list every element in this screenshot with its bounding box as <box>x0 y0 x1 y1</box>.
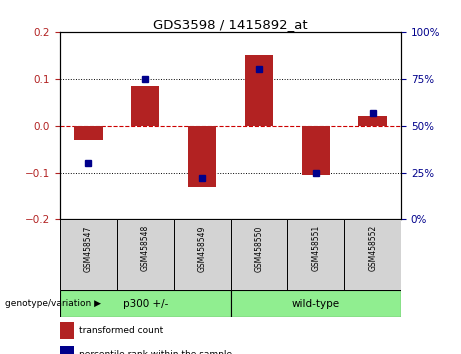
Text: wild-type: wild-type <box>292 298 340 309</box>
Bar <box>60 322 74 339</box>
Text: transformed count: transformed count <box>79 326 163 336</box>
Text: GSM458552: GSM458552 <box>368 225 377 272</box>
Text: genotype/variation ▶: genotype/variation ▶ <box>5 299 100 308</box>
Bar <box>358 116 387 126</box>
Bar <box>301 126 330 175</box>
Bar <box>188 126 216 187</box>
Bar <box>245 55 273 126</box>
Bar <box>60 346 74 354</box>
Text: percentile rank within the sample: percentile rank within the sample <box>79 350 232 354</box>
Bar <box>60 290 230 317</box>
Bar <box>344 219 401 290</box>
Text: GSM458550: GSM458550 <box>254 225 263 272</box>
Bar <box>117 219 174 290</box>
Text: GSM458548: GSM458548 <box>141 225 150 272</box>
Text: GSM458547: GSM458547 <box>84 225 93 272</box>
Bar <box>131 86 160 126</box>
Bar <box>174 219 230 290</box>
Text: GSM458549: GSM458549 <box>198 225 207 272</box>
Text: p300 +/-: p300 +/- <box>123 298 168 309</box>
Bar <box>74 126 102 140</box>
Bar <box>230 290 401 317</box>
Bar <box>60 219 117 290</box>
Bar <box>287 219 344 290</box>
Text: GSM458551: GSM458551 <box>311 225 320 272</box>
Title: GDS3598 / 1415892_at: GDS3598 / 1415892_at <box>153 18 308 31</box>
Bar <box>230 219 287 290</box>
